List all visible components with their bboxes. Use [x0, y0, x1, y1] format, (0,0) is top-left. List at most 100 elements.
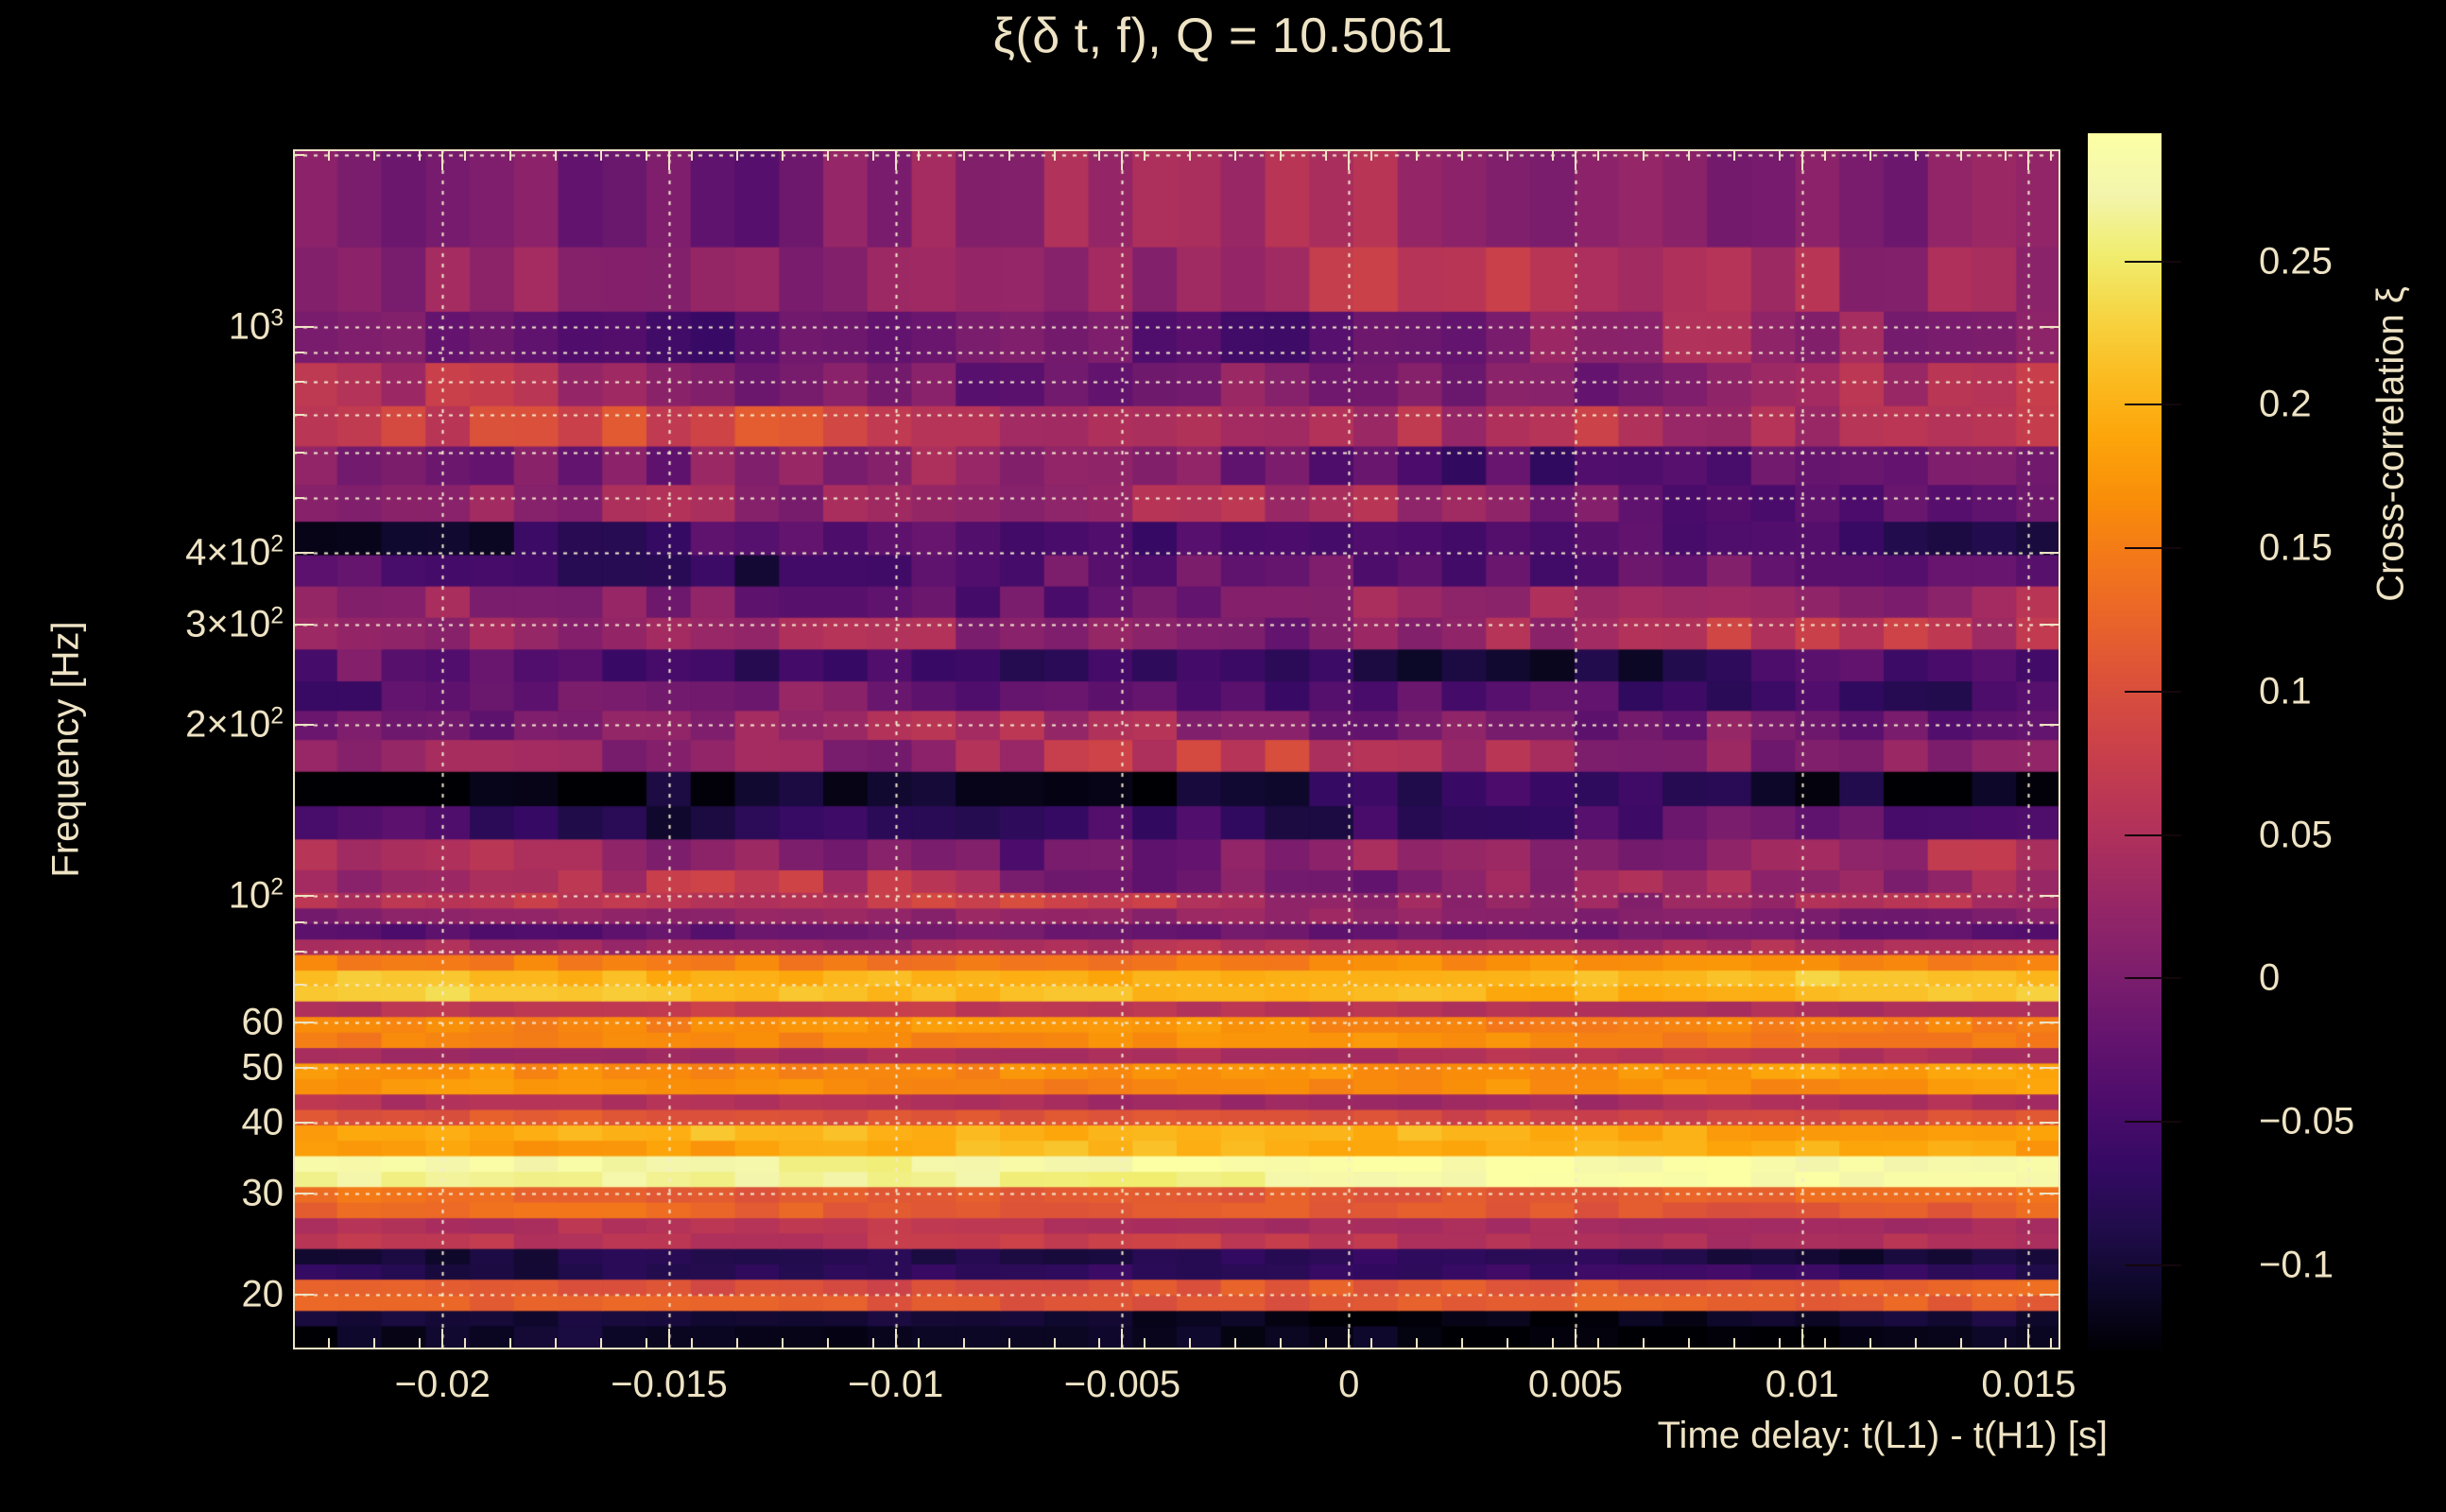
x-tick-mark: [2027, 1329, 2030, 1349]
colorbar-tick-label: 0.25: [2259, 240, 2333, 283]
y-tick-mark: [2040, 623, 2060, 626]
x-minor-tick-mark: [1687, 1338, 1690, 1349]
x-minor-tick-mark: [1416, 1338, 1419, 1349]
x-axis-title: Time delay: t(L1) - t(H1) [s]: [1657, 1415, 2108, 1456]
x-minor-tick-mark: [373, 149, 376, 161]
y-tick-label: 60: [241, 1001, 284, 1043]
y-tick-label: 50: [241, 1046, 284, 1089]
x-tick-label: 0: [1338, 1364, 1360, 1405]
x-tick-mark: [1574, 149, 1576, 170]
x-tick-mark: [1800, 149, 1803, 170]
x-minor-tick-mark: [735, 1338, 738, 1349]
x-minor-tick-mark: [1596, 1338, 1599, 1349]
y-minor-tick-mark: [293, 154, 304, 157]
y-tick-mark: [2040, 325, 2060, 328]
x-minor-tick-mark: [646, 1338, 647, 1349]
x-minor-tick-mark: [2050, 149, 2053, 161]
x-tick-label: −0.02: [394, 1364, 491, 1405]
y-minor-tick-mark: [293, 1293, 304, 1296]
y-axis-title: Frequency [Hz]: [44, 621, 87, 878]
x-minor-tick-mark: [1642, 149, 1645, 161]
x-minor-tick-mark: [1189, 1338, 1192, 1349]
x-tick-mark: [441, 1329, 444, 1349]
y-minor-tick-mark: [293, 381, 304, 384]
x-minor-tick-mark: [690, 1338, 693, 1349]
x-minor-tick-mark: [1959, 149, 1962, 161]
y-minor-tick-mark: [293, 1022, 304, 1024]
colorbar-gradient[interactable]: [2087, 132, 2162, 1351]
y-tick-label: 20: [241, 1273, 284, 1315]
x-minor-tick-mark: [1687, 149, 1690, 161]
x-minor-tick-mark: [735, 149, 738, 161]
y-minor-tick-mark: [293, 920, 304, 923]
y-minor-tick-mark: [293, 1122, 304, 1125]
y-minor-tick-mark: [293, 352, 304, 354]
x-minor-tick-mark: [871, 1338, 874, 1349]
x-tick-mark: [441, 149, 444, 170]
x-minor-tick-mark: [1914, 149, 1917, 161]
x-tick-mark: [1348, 1329, 1351, 1349]
y-tick-mark: [2040, 552, 2060, 555]
x-tick-label: 0.015: [1981, 1364, 2076, 1405]
x-minor-tick-mark: [509, 1338, 512, 1349]
x-minor-tick-mark: [1280, 1338, 1283, 1349]
y-minor-tick-mark: [293, 1066, 304, 1069]
x-tick-mark: [1348, 149, 1351, 170]
y-minor-tick-mark: [293, 623, 304, 626]
y-tick-label: 2×102: [185, 703, 284, 746]
x-minor-tick-mark: [1416, 149, 1419, 161]
x-minor-tick-mark: [690, 149, 693, 161]
x-minor-tick-mark: [1778, 1338, 1781, 1349]
x-minor-tick-mark: [464, 149, 467, 161]
y-minor-tick-mark: [293, 325, 304, 328]
x-minor-tick-mark: [1823, 1338, 1826, 1349]
x-minor-tick-mark: [1642, 1338, 1645, 1349]
y-tick-mark: [2040, 1193, 2060, 1195]
colorbar-tick-label: 0.15: [2259, 526, 2333, 569]
x-tick-mark: [1121, 1329, 1124, 1349]
x-minor-tick-mark: [1596, 149, 1599, 161]
y-tick-mark: [2040, 1022, 2060, 1024]
plot-title: ξ(δ t, f), Q = 10.5061: [992, 9, 1454, 63]
x-minor-tick-mark: [1461, 1338, 1464, 1349]
x-minor-tick-mark: [1959, 1338, 1962, 1349]
x-minor-tick-mark: [917, 1338, 920, 1349]
colorbar-tick-mark: [2125, 1263, 2181, 1266]
x-minor-tick-mark: [2005, 149, 2007, 161]
x-tick-label: −0.005: [1063, 1364, 1181, 1405]
x-minor-tick-mark: [871, 149, 874, 161]
y-tick-label: 4×102: [185, 531, 284, 575]
colorbar-tick-mark: [2125, 833, 2181, 836]
y-minor-tick-mark: [293, 723, 304, 726]
x-minor-tick-mark: [1189, 149, 1192, 161]
colorbar-tick-mark: [2125, 260, 2181, 263]
x-minor-tick-mark: [1008, 1338, 1010, 1349]
x-minor-tick-mark: [1778, 149, 1781, 161]
x-minor-tick-mark: [1325, 1338, 1328, 1349]
colorbar-tick-label: −0.1: [2259, 1244, 2334, 1286]
x-minor-tick-mark: [1869, 149, 1871, 161]
colorbar-tick-mark: [2125, 977, 2181, 980]
x-minor-tick-mark: [1053, 149, 1056, 161]
x-minor-tick-mark: [1461, 149, 1464, 161]
y-minor-tick-mark: [293, 950, 304, 953]
y-minor-tick-mark: [293, 497, 304, 500]
x-minor-tick-mark: [1507, 149, 1509, 161]
y-minor-tick-mark: [293, 895, 304, 898]
x-tick-mark: [894, 1329, 897, 1349]
x-minor-tick-mark: [1008, 149, 1010, 161]
x-minor-tick-mark: [781, 149, 784, 161]
x-minor-tick-mark: [328, 149, 331, 161]
x-minor-tick-mark: [962, 1338, 965, 1349]
heatmap-canvas[interactable]: [293, 149, 2060, 1349]
x-minor-tick-mark: [600, 1338, 603, 1349]
x-minor-tick-mark: [555, 149, 558, 161]
x-minor-tick-mark: [1732, 149, 1735, 161]
y-minor-tick-mark: [293, 552, 304, 555]
x-minor-tick-mark: [826, 1338, 829, 1349]
x-minor-tick-mark: [373, 1338, 376, 1349]
x-tick-label: −0.01: [848, 1364, 944, 1405]
y-minor-tick-mark: [293, 452, 304, 455]
x-minor-tick-mark: [328, 1338, 331, 1349]
